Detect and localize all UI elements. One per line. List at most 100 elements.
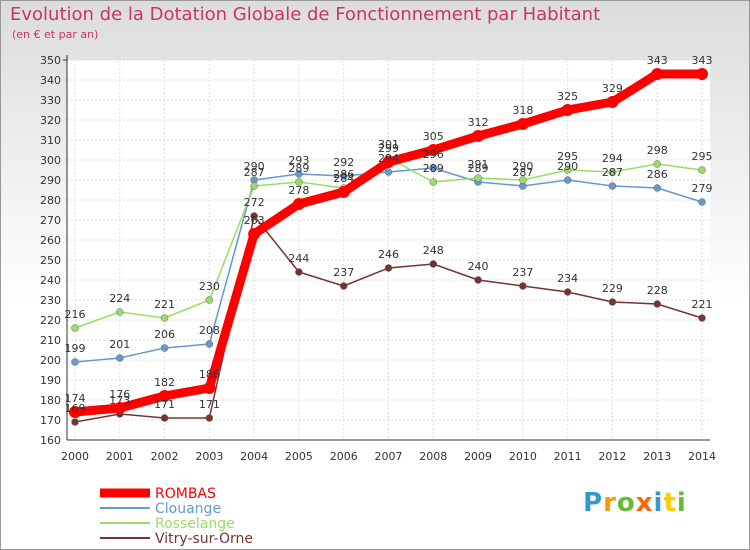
data-label: 224 xyxy=(109,292,130,305)
y-tick-label: 170 xyxy=(40,414,61,427)
y-tick-label: 240 xyxy=(40,274,61,287)
data-point xyxy=(71,418,79,426)
data-point xyxy=(205,414,214,422)
data-label: 278 xyxy=(288,184,309,197)
data-point xyxy=(653,160,661,168)
data-label: 263 xyxy=(244,214,265,227)
data-point xyxy=(295,170,303,178)
data-point xyxy=(606,96,619,108)
x-tick-label: 2003 xyxy=(195,450,223,463)
data-label: 248 xyxy=(423,244,444,257)
data-label: 290 xyxy=(512,160,533,173)
y-tick-label: 180 xyxy=(40,394,61,407)
y-tick-label: 200 xyxy=(40,354,61,367)
data-label: 208 xyxy=(199,324,220,337)
data-point xyxy=(292,198,305,210)
data-point xyxy=(519,176,527,184)
y-tick-label: 250 xyxy=(40,254,61,267)
legend-label: Rosselange xyxy=(155,516,235,532)
data-label: 289 xyxy=(288,162,309,175)
data-label: 182 xyxy=(154,376,175,389)
data-point xyxy=(116,354,124,362)
series-lines xyxy=(69,68,708,426)
data-label: 284 xyxy=(333,172,354,185)
logo-letter: i xyxy=(676,488,687,518)
x-tick-label: 2009 xyxy=(464,450,492,463)
data-label: 244 xyxy=(288,252,309,265)
data-label: 287 xyxy=(512,166,533,179)
data-point xyxy=(608,298,617,306)
logo-letter: x xyxy=(635,488,654,518)
data-label: 237 xyxy=(333,266,354,279)
data-label: 171 xyxy=(154,398,175,411)
data-label: 289 xyxy=(468,162,489,175)
x-tick-label: 2004 xyxy=(240,450,268,463)
data-point xyxy=(651,68,664,80)
logo-letter: t xyxy=(663,488,677,518)
data-label: 305 xyxy=(423,130,444,143)
data-label: 290 xyxy=(244,160,265,173)
data-point xyxy=(429,178,438,186)
data-label: 312 xyxy=(468,116,489,129)
data-point xyxy=(71,324,79,332)
data-point xyxy=(698,314,706,322)
data-point xyxy=(160,414,169,422)
data-point xyxy=(384,264,393,272)
data-point xyxy=(160,344,169,352)
data-label: 230 xyxy=(199,280,220,293)
data-label: 171 xyxy=(199,398,220,411)
x-tick-label: 2001 xyxy=(106,450,134,463)
data-point xyxy=(427,144,440,156)
y-tick-label: 270 xyxy=(40,214,61,227)
data-label: 174 xyxy=(65,392,86,405)
data-label: 296 xyxy=(423,148,444,161)
data-label: 295 xyxy=(557,150,578,163)
data-label: 279 xyxy=(692,182,713,195)
y-tick-label: 350 xyxy=(40,54,61,67)
y-tick-label: 160 xyxy=(40,434,61,447)
data-label: 343 xyxy=(647,54,668,67)
data-label: 206 xyxy=(154,328,175,341)
data-label: 186 xyxy=(199,368,220,381)
data-label: 287 xyxy=(602,166,623,179)
proxiti-logo: Proxiti xyxy=(583,488,687,518)
data-point xyxy=(563,288,572,296)
logo-letter: i xyxy=(653,488,664,518)
data-point xyxy=(472,130,485,142)
x-tick-label: 2011 xyxy=(554,450,582,463)
data-point xyxy=(429,164,438,172)
legend-label: Clouange xyxy=(155,501,221,517)
data-point xyxy=(203,382,216,394)
logo-letter: o xyxy=(616,488,636,518)
data-label: 169 xyxy=(65,402,86,415)
data-label: 246 xyxy=(378,248,399,261)
y-tick-label: 320 xyxy=(40,114,61,127)
data-point xyxy=(158,390,171,402)
data-point xyxy=(339,282,348,290)
data-point xyxy=(519,282,527,290)
data-point xyxy=(384,168,393,176)
data-point xyxy=(248,228,261,240)
data-point xyxy=(474,174,482,182)
grid xyxy=(67,59,710,441)
data-label: 318 xyxy=(512,104,533,117)
data-point xyxy=(561,104,574,116)
data-point xyxy=(337,186,350,198)
data-point xyxy=(563,166,572,174)
y-tick-label: 290 xyxy=(40,174,61,187)
x-tick-label: 2008 xyxy=(419,450,447,463)
data-point xyxy=(474,276,482,284)
x-tick-label: 2012 xyxy=(598,450,626,463)
data-point xyxy=(698,166,706,174)
data-point xyxy=(608,182,617,190)
y-tick-label: 310 xyxy=(40,134,61,147)
y-tick-label: 210 xyxy=(40,334,61,347)
data-label: 343 xyxy=(692,54,713,67)
data-label: 287 xyxy=(244,166,265,179)
x-tick-label: 2013 xyxy=(643,450,671,463)
y-tick-label: 340 xyxy=(40,74,61,87)
data-point xyxy=(653,300,661,308)
data-point xyxy=(205,340,214,348)
logo-letter: P xyxy=(583,488,604,518)
data-label: 240 xyxy=(468,260,489,273)
